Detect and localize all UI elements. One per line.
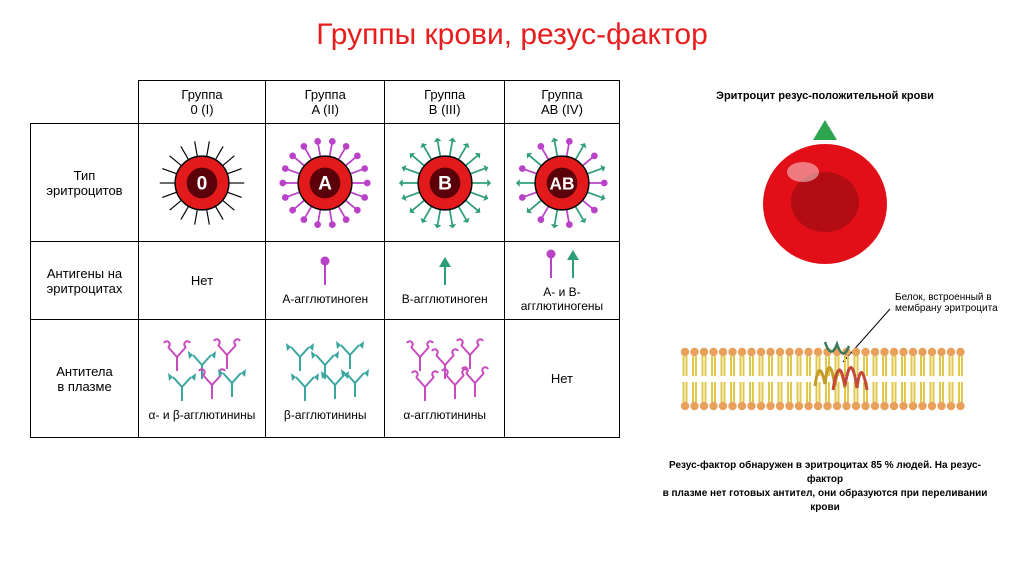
svg-text:B: B — [438, 173, 452, 194]
cell-antibody-ab: Нет — [504, 320, 619, 438]
cell-erythrocyte-a: A — [266, 124, 385, 242]
col-ab: Группа AB (IV) — [504, 81, 619, 124]
cell-antigen-b: B-агглютиноген — [385, 242, 504, 320]
cell-antigen-a: A-агглютиноген — [266, 242, 385, 320]
cell-antigen-0: Нет — [139, 242, 266, 320]
row-label-type: Тип эритроцитов — [31, 124, 139, 242]
rh-caption-top: Эритроцит резус-положительной крови — [656, 90, 994, 102]
cell-antibody-b: α-агглютинины — [385, 320, 504, 438]
svg-text:0: 0 — [197, 173, 208, 194]
col-b: Группа B (III) — [385, 81, 504, 124]
rh-panel: Эритроцит резус-положительной крови — [656, 80, 994, 515]
blood-groups-table: Группа 0 (I) Группа A (II) Группа B (III… — [30, 80, 620, 438]
svg-text:A: A — [318, 173, 332, 194]
col-a: Группа A (II) — [266, 81, 385, 124]
rh-caption-bottom: Резус-фактор обнаружен в эритроцитах 85 … — [656, 459, 994, 515]
cell-antigen-ab: A- и B- агглютиногены — [504, 242, 619, 320]
row-label-antigens: Антигены на эритроцитах — [31, 242, 139, 320]
svg-text:AB: AB — [549, 173, 574, 193]
row-label-antibodies: Антитела в плазме — [31, 320, 139, 438]
blood-table-panel: Группа 0 (I) Группа A (II) Группа B (III… — [30, 80, 620, 515]
cell-antibody-a: β-агглютинины — [266, 320, 385, 438]
cell-erythrocyte-b: B — [385, 124, 504, 242]
rh-protein-label: Белок, встроенный в мембрану эритроцита — [895, 292, 1015, 314]
page-title: Группы крови, резус-фактор — [0, 0, 1024, 52]
rh-diagram — [675, 114, 975, 444]
col-0: Группа 0 (I) — [139, 81, 266, 124]
cell-antibody-0: α- и β-агглютинины — [139, 320, 266, 438]
cell-erythrocyte-ab: AB — [504, 124, 619, 242]
content-row: Группа 0 (I) Группа A (II) Группа B (III… — [0, 52, 1024, 515]
cell-erythrocyte-0: 0 — [139, 124, 266, 242]
